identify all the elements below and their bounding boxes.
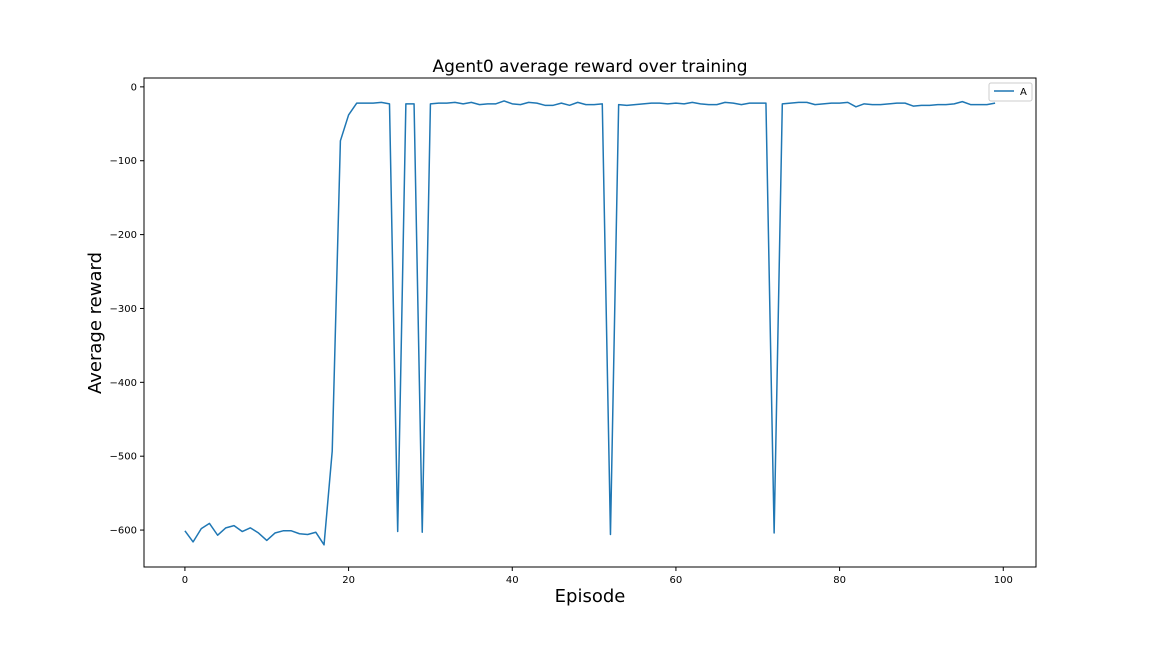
y-tick-label: −500 xyxy=(110,452,137,463)
x-tick-label: 0 xyxy=(182,575,188,586)
y-tick-label: −400 xyxy=(110,378,137,389)
x-axis-label: Episode xyxy=(555,586,626,607)
y-tick-label: 0 xyxy=(131,82,137,93)
plot-area xyxy=(143,77,1037,568)
legend-box xyxy=(988,82,1033,102)
series-line-a xyxy=(184,100,996,546)
chart-title: Agent0 average reward over training xyxy=(433,57,748,77)
y-tick-label: −100 xyxy=(110,156,137,167)
x-axis: 0 20 40 60 80 100 xyxy=(182,567,1013,586)
y-axis-label: Average reward xyxy=(85,252,106,394)
x-tick-label: 80 xyxy=(833,575,846,586)
x-tick-label: 40 xyxy=(506,575,519,586)
x-tick-label: 60 xyxy=(670,575,683,586)
legend-label-series-a: A xyxy=(1020,87,1027,98)
y-tick-label: −600 xyxy=(110,526,137,537)
y-tick-label: −300 xyxy=(110,304,137,315)
x-tick-label: 100 xyxy=(994,575,1013,586)
legend: A xyxy=(988,82,1033,102)
x-tick-label: 20 xyxy=(342,575,355,586)
y-axis: 0 −100 −200 −300 −400 −500 −600 xyxy=(110,82,144,537)
plot-frame xyxy=(143,77,1037,568)
y-tick-label: −200 xyxy=(110,230,137,241)
